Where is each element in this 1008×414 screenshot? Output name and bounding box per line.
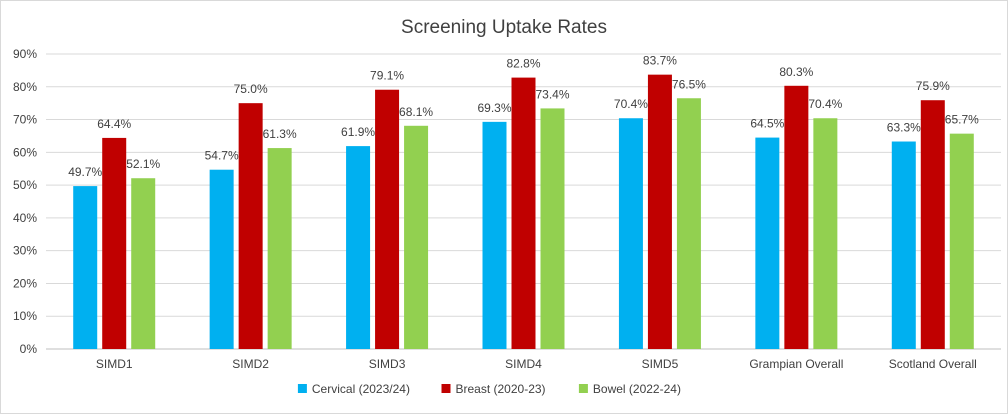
legend-swatch xyxy=(441,384,451,393)
bar xyxy=(949,133,974,349)
bar xyxy=(676,98,701,349)
bar xyxy=(618,118,643,349)
data-label: 83.7% xyxy=(643,54,677,68)
bar xyxy=(482,121,507,349)
data-label: 65.7% xyxy=(945,113,979,127)
y-tick-label: 70% xyxy=(13,113,37,127)
data-label: 80.3% xyxy=(779,65,813,79)
data-label: 49.7% xyxy=(68,165,102,179)
bar xyxy=(540,108,565,350)
data-label: 75.9% xyxy=(916,79,950,93)
data-label: 75.0% xyxy=(234,82,268,96)
data-label: 70.4% xyxy=(808,97,842,111)
category-label: SIMD1 xyxy=(96,357,133,371)
bar xyxy=(784,85,809,350)
bar xyxy=(346,146,371,349)
y-tick-label: 40% xyxy=(13,211,37,225)
bar xyxy=(511,77,536,349)
category-label: Grampian Overall xyxy=(749,357,843,371)
bars xyxy=(73,74,974,350)
data-label: 64.5% xyxy=(750,117,784,131)
category-label: Scotland Overall xyxy=(889,357,977,371)
data-label: 70.4% xyxy=(614,97,648,111)
y-tick-label: 50% xyxy=(13,178,37,192)
bar xyxy=(647,74,672,350)
data-label: 68.1% xyxy=(399,105,433,119)
legend-swatch xyxy=(578,384,588,393)
category-label: SIMD2 xyxy=(232,357,269,371)
data-label: 82.8% xyxy=(506,57,540,71)
bar xyxy=(131,178,156,349)
data-label: 79.1% xyxy=(370,69,404,83)
bar xyxy=(102,137,127,349)
bar xyxy=(891,141,916,349)
category-label: SIMD4 xyxy=(505,357,542,371)
category-label: SIMD5 xyxy=(642,357,679,371)
legend: Cervical (2023/24) Breast (2020-23) Bowel … xyxy=(297,382,681,396)
bar xyxy=(73,186,98,349)
y-tick-label: 10% xyxy=(13,309,37,323)
bar xyxy=(375,89,400,349)
legend-swatch xyxy=(297,384,307,393)
y-tick-label: 30% xyxy=(13,244,37,258)
chart-title: Screening Uptake Rates xyxy=(401,17,607,38)
data-label: 61.3% xyxy=(263,127,297,141)
bar xyxy=(267,148,292,349)
category-label: SIMD3 xyxy=(369,357,406,371)
data-labels: 49.7% 64.4% 52.1% 54.7% 75.0% 61.3% 61.9% 79.1%… xyxy=(68,54,979,179)
legend-label: Bowel (2022-24) xyxy=(593,382,681,396)
data-label: 73.4% xyxy=(535,87,569,101)
y-axis-ticks: 0% 10% 20% 30% 40% 50% 60% 70% 80% 90% xyxy=(13,47,37,356)
data-label: 69.3% xyxy=(477,101,511,115)
bar xyxy=(238,103,263,350)
y-tick-label: 20% xyxy=(13,276,37,290)
y-tick-label: 80% xyxy=(13,80,37,94)
y-tick-label: 60% xyxy=(13,145,37,159)
data-label: 63.3% xyxy=(887,121,921,135)
x-axis-categories: SIMD1 SIMD2 SIMD3 SIMD4 SIMD5 Grampian Overal… xyxy=(96,357,977,371)
bar xyxy=(813,118,838,349)
legend-label: Cervical (2023/24) xyxy=(312,382,410,396)
data-label: 76.5% xyxy=(672,77,706,91)
data-label: 52.1% xyxy=(126,157,160,171)
bar xyxy=(404,125,429,350)
data-label: 61.9% xyxy=(341,125,375,139)
data-label: 64.4% xyxy=(97,117,131,131)
data-label: 54.7% xyxy=(205,149,239,163)
bar xyxy=(209,169,234,349)
y-tick-label: 0% xyxy=(20,342,38,356)
y-tick-label: 90% xyxy=(13,47,37,61)
bar xyxy=(920,100,945,349)
bar xyxy=(755,137,780,349)
legend-label: Breast (2020-23) xyxy=(456,382,546,396)
